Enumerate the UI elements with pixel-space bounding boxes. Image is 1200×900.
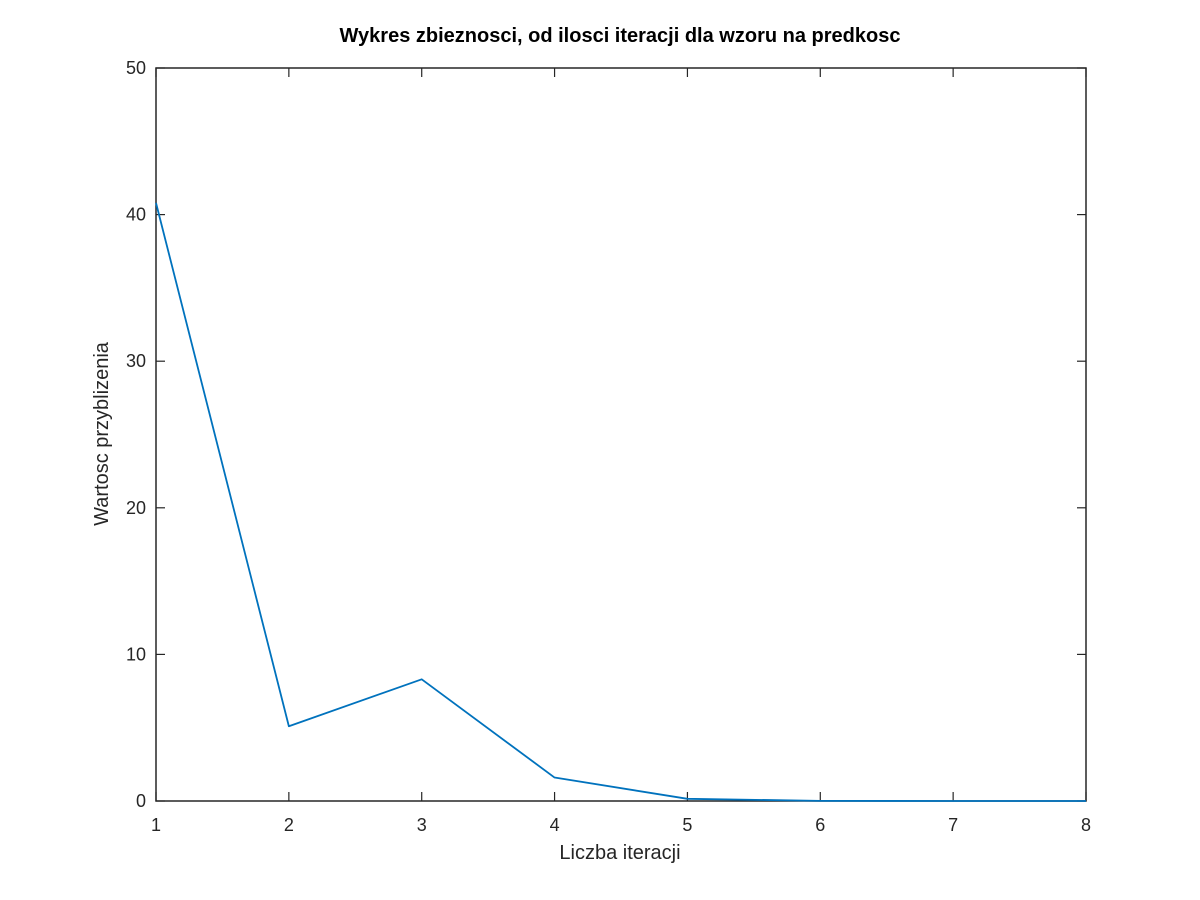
y-tick-label: 40 [126,205,146,225]
series-line-1 [155,202,1086,802]
y-tick-label: 20 [126,498,146,518]
y-axis-label: Wartosc przyblizenia [91,341,113,526]
x-tick-label: 4 [550,815,560,835]
x-tick-label: 6 [815,815,825,835]
y-tick-label: 50 [126,58,146,78]
y-tick-label: 0 [136,791,146,811]
y-tick-label: 10 [126,644,146,664]
x-tick-label: 8 [1081,815,1091,835]
x-tick-label: 3 [417,815,427,835]
x-axis-label: Liczba iteracji [559,842,680,864]
x-tick-label: 1 [151,815,161,835]
y-tick-label: 30 [126,351,146,371]
axes-box [155,67,1087,802]
chart-title: Wykres zbieznosci, od ilosci iteracji dl… [340,25,901,47]
x-tick-label: 5 [682,815,692,835]
x-tick-label: 7 [948,815,958,835]
x-tick-label: 2 [284,815,294,835]
plot-area: 1 2 3 4 5 6 7 8 0 10 20 30 40 50 [126,58,1091,835]
